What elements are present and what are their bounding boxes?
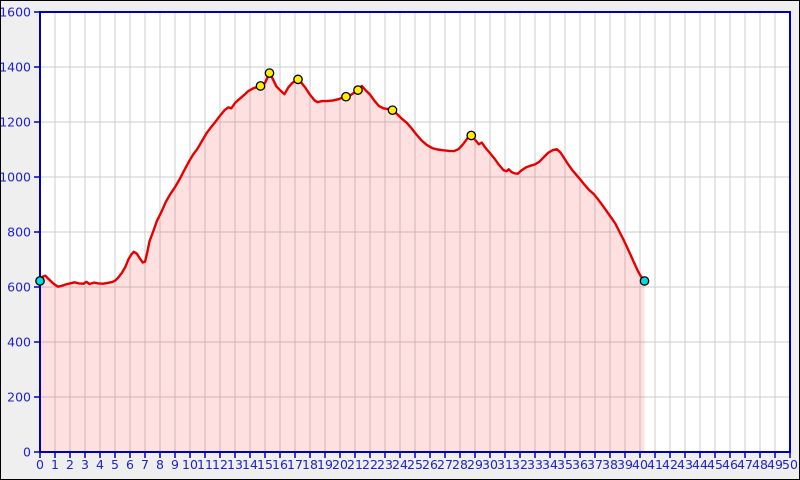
y-tick-label: 200 [7, 390, 31, 405]
x-tick-label: 2 [66, 457, 74, 472]
x-tick-label: 26 [422, 457, 438, 472]
x-tick-label: 23 [377, 457, 393, 472]
x-tick-label: 0 [36, 457, 44, 472]
end-marker [639, 276, 650, 286]
x-tick-label: 36 [572, 457, 588, 472]
x-tick-label: 8 [156, 457, 164, 472]
x-tick-label: 15 [257, 457, 273, 472]
start-marker [35, 276, 45, 286]
x-tick-label: 6 [126, 457, 134, 472]
x-tick-label: 35 [557, 457, 573, 472]
peak-marker [466, 130, 477, 141]
x-tick-label: 47 [737, 457, 753, 472]
x-tick-label: 3 [81, 457, 89, 472]
peak-marker [293, 74, 303, 85]
x-tick-label: 5 [111, 457, 119, 472]
x-tick-label: 37 [587, 457, 603, 472]
x-tick-label: 32 [512, 457, 528, 472]
y-tick-label: 800 [7, 225, 31, 240]
x-tick-label: 12 [212, 457, 228, 472]
x-tick-label: 44 [692, 457, 708, 472]
x-tick-label: 40 [632, 457, 648, 472]
y-tick-label: 0 [23, 445, 31, 460]
x-tick-label: 7 [141, 457, 149, 472]
x-tick-label: 41 [647, 457, 663, 472]
x-tick-label: 14 [242, 457, 258, 472]
x-tick-label: 45 [707, 457, 723, 472]
x-tick-label: 1 [51, 457, 59, 472]
y-tick-label: 1600 [1, 5, 31, 20]
x-tick-label: 43 [677, 457, 693, 472]
x-tick-label: 30 [482, 457, 498, 472]
y-tick-label: 1200 [1, 115, 31, 130]
x-tick-label: 48 [752, 457, 768, 472]
x-tick-label: 33 [527, 457, 543, 472]
x-tick-label: 10 [182, 457, 198, 472]
y-tick-label: 1000 [1, 170, 31, 185]
x-tick-label: 50 [782, 457, 798, 472]
x-tick-label: 38 [602, 457, 618, 472]
x-tick-label: 24 [392, 457, 408, 472]
x-tick-label: 34 [542, 457, 558, 472]
x-tick-label: 31 [497, 457, 513, 472]
x-tick-label: 4 [96, 457, 104, 472]
x-tick-label: 18 [302, 457, 318, 472]
peak-marker [341, 91, 351, 102]
x-tick-label: 19 [317, 457, 333, 472]
x-tick-label: 22 [362, 457, 378, 472]
x-tick-label: 29 [467, 457, 483, 472]
elevation-line [38, 71, 646, 288]
y-tick-label: 1400 [1, 60, 31, 75]
x-tick-label: 25 [407, 457, 423, 472]
y-tick-label: 600 [7, 280, 31, 295]
x-tick-label: 9 [171, 457, 179, 472]
x-tick-label: 16 [272, 457, 288, 472]
x-tick-label: 46 [722, 457, 738, 472]
x-tick-label: 27 [437, 457, 453, 472]
x-tick-label: 13 [227, 457, 243, 472]
peak-marker [353, 85, 363, 95]
elevation-area [40, 73, 645, 452]
x-tick-label: 39 [617, 457, 633, 472]
x-tick-label: 17 [287, 457, 303, 472]
x-tick-label: 20 [332, 457, 348, 472]
x-tick-label: 49 [767, 457, 783, 472]
x-tick-label: 11 [197, 457, 213, 472]
x-tick-label: 42 [662, 457, 678, 472]
x-tick-label: 21 [347, 457, 363, 472]
peak-marker [255, 81, 266, 91]
peak-marker [264, 68, 275, 78]
plot-frame [39, 11, 791, 453]
y-tick-label: 400 [7, 335, 31, 350]
peak-marker [387, 105, 398, 116]
x-tick-label: 28 [452, 457, 468, 472]
